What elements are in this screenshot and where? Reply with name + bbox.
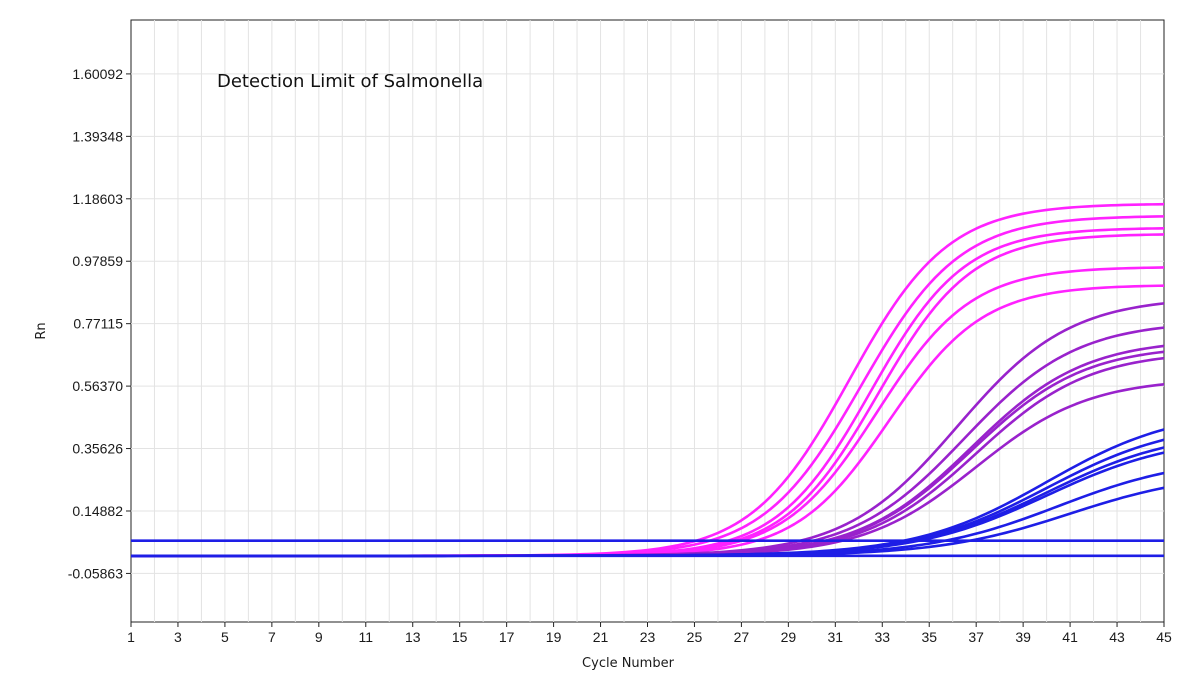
x-tick-label: 3: [174, 629, 182, 645]
x-tick-label: 43: [1109, 629, 1125, 645]
x-tick-label: 25: [687, 629, 703, 645]
grid: [131, 20, 1164, 622]
y-axis-title: Rn: [34, 322, 49, 339]
x-tick-label: 15: [452, 629, 468, 645]
y-axis: 1.60092 1.39348 1.18603 0.97859 0.77115 0.563…: [68, 66, 131, 581]
x-tick-label: 17: [499, 629, 515, 645]
x-axis: 1 3 5 7 9 11 13 15 17 19 21 23 25 27 29 31 33 35 37 39 41 43 4…: [127, 622, 1172, 645]
x-tick-label: 9: [315, 629, 323, 645]
y-tick-label: 0.77115: [73, 316, 123, 332]
x-tick-label: 11: [358, 629, 373, 645]
chart-title: Detection Limit of Salmonella: [217, 71, 483, 92]
x-tick-label: 41: [1062, 629, 1078, 645]
y-tick-label: 1.60092: [72, 66, 123, 82]
x-axis-title: Cycle Number: [582, 656, 675, 671]
x-tick-label: 1: [127, 629, 135, 645]
y-tick-label: 0.56370: [72, 378, 123, 394]
x-tick-label: 19: [546, 629, 562, 645]
y-tick-label: 0.14882: [72, 503, 123, 519]
y-tick-label: 1.39348: [72, 128, 123, 144]
x-tick-label: 13: [405, 629, 421, 645]
y-tick-label: 1.18603: [72, 191, 123, 207]
x-tick-label: 29: [781, 629, 797, 645]
x-tick-label: 23: [640, 629, 656, 645]
y-tick-label: -0.05863: [68, 565, 123, 581]
x-tick-label: 5: [221, 629, 229, 645]
y-tick-label: 0.97859: [72, 253, 123, 269]
x-tick-label: 21: [593, 629, 609, 645]
x-tick-label: 35: [921, 629, 937, 645]
x-tick-label: 37: [968, 629, 984, 645]
x-tick-label: 27: [734, 629, 750, 645]
x-tick-label: 33: [874, 629, 890, 645]
x-tick-label: 39: [1015, 629, 1031, 645]
x-tick-label: 45: [1156, 629, 1172, 645]
x-tick-label: 31: [828, 629, 844, 645]
threshold-lines: [131, 539, 1164, 558]
x-tick-label: 7: [268, 629, 276, 645]
y-tick-label: 0.35626: [72, 441, 123, 457]
